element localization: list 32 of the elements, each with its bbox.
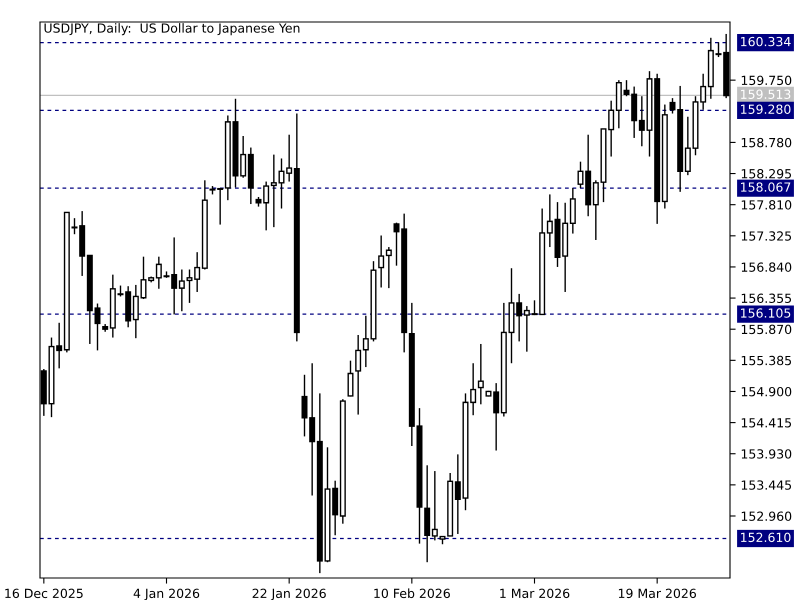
- y-tick-label: 153.445: [742, 480, 792, 490]
- y-tick-label: 155.385: [742, 356, 792, 366]
- candlestick: [386, 246, 392, 289]
- y-tick-label: 156.840: [742, 262, 792, 272]
- y-tick-label: 158.780: [742, 138, 792, 148]
- x-tick-label: 1 Mar 2026: [500, 588, 570, 598]
- ref-line-label: 159.280: [741, 104, 791, 114]
- candlestick: [378, 234, 384, 288]
- ref-line-label: 156.105: [741, 308, 790, 318]
- y-tick-label: 155.870: [742, 324, 792, 334]
- y-tick-label: 154.900: [742, 386, 792, 396]
- x-tick-label: 19 Mar 2026: [618, 588, 696, 598]
- y-tick-label: 159.750: [742, 76, 792, 86]
- y-tick-label: 157.325: [742, 231, 792, 241]
- y-tick-label: 158.295: [742, 169, 792, 178]
- x-tick-label: 4 Jan 2026: [134, 588, 200, 600]
- y-tick-label: 157.810: [742, 200, 792, 210]
- ref-line-label: 160.334: [741, 36, 791, 46]
- x-tick-label: 16 Dec 2025: [5, 588, 83, 598]
- y-tick-label: 154.415: [742, 418, 792, 428]
- ref-line-label: 158.067: [741, 182, 790, 192]
- candlestick: [348, 360, 354, 398]
- candlestick: [355, 334, 362, 416]
- x-tick-label: 22 Jan 2026: [252, 588, 326, 600]
- chart-title: USDJPY, Daily: US Dollar to Japanese Yen: [44, 23, 300, 36]
- ref-line-label: 159.513: [741, 90, 790, 99]
- ref-line-label: 152.610: [741, 532, 791, 542]
- candlestick: [478, 343, 484, 405]
- y-tick-label: 152.960: [742, 511, 792, 521]
- y-tick-label: 153.930: [742, 449, 792, 459]
- y-tick-label: 156.355: [742, 294, 792, 303]
- x-tick-label: 10 Feb 2026: [374, 588, 450, 598]
